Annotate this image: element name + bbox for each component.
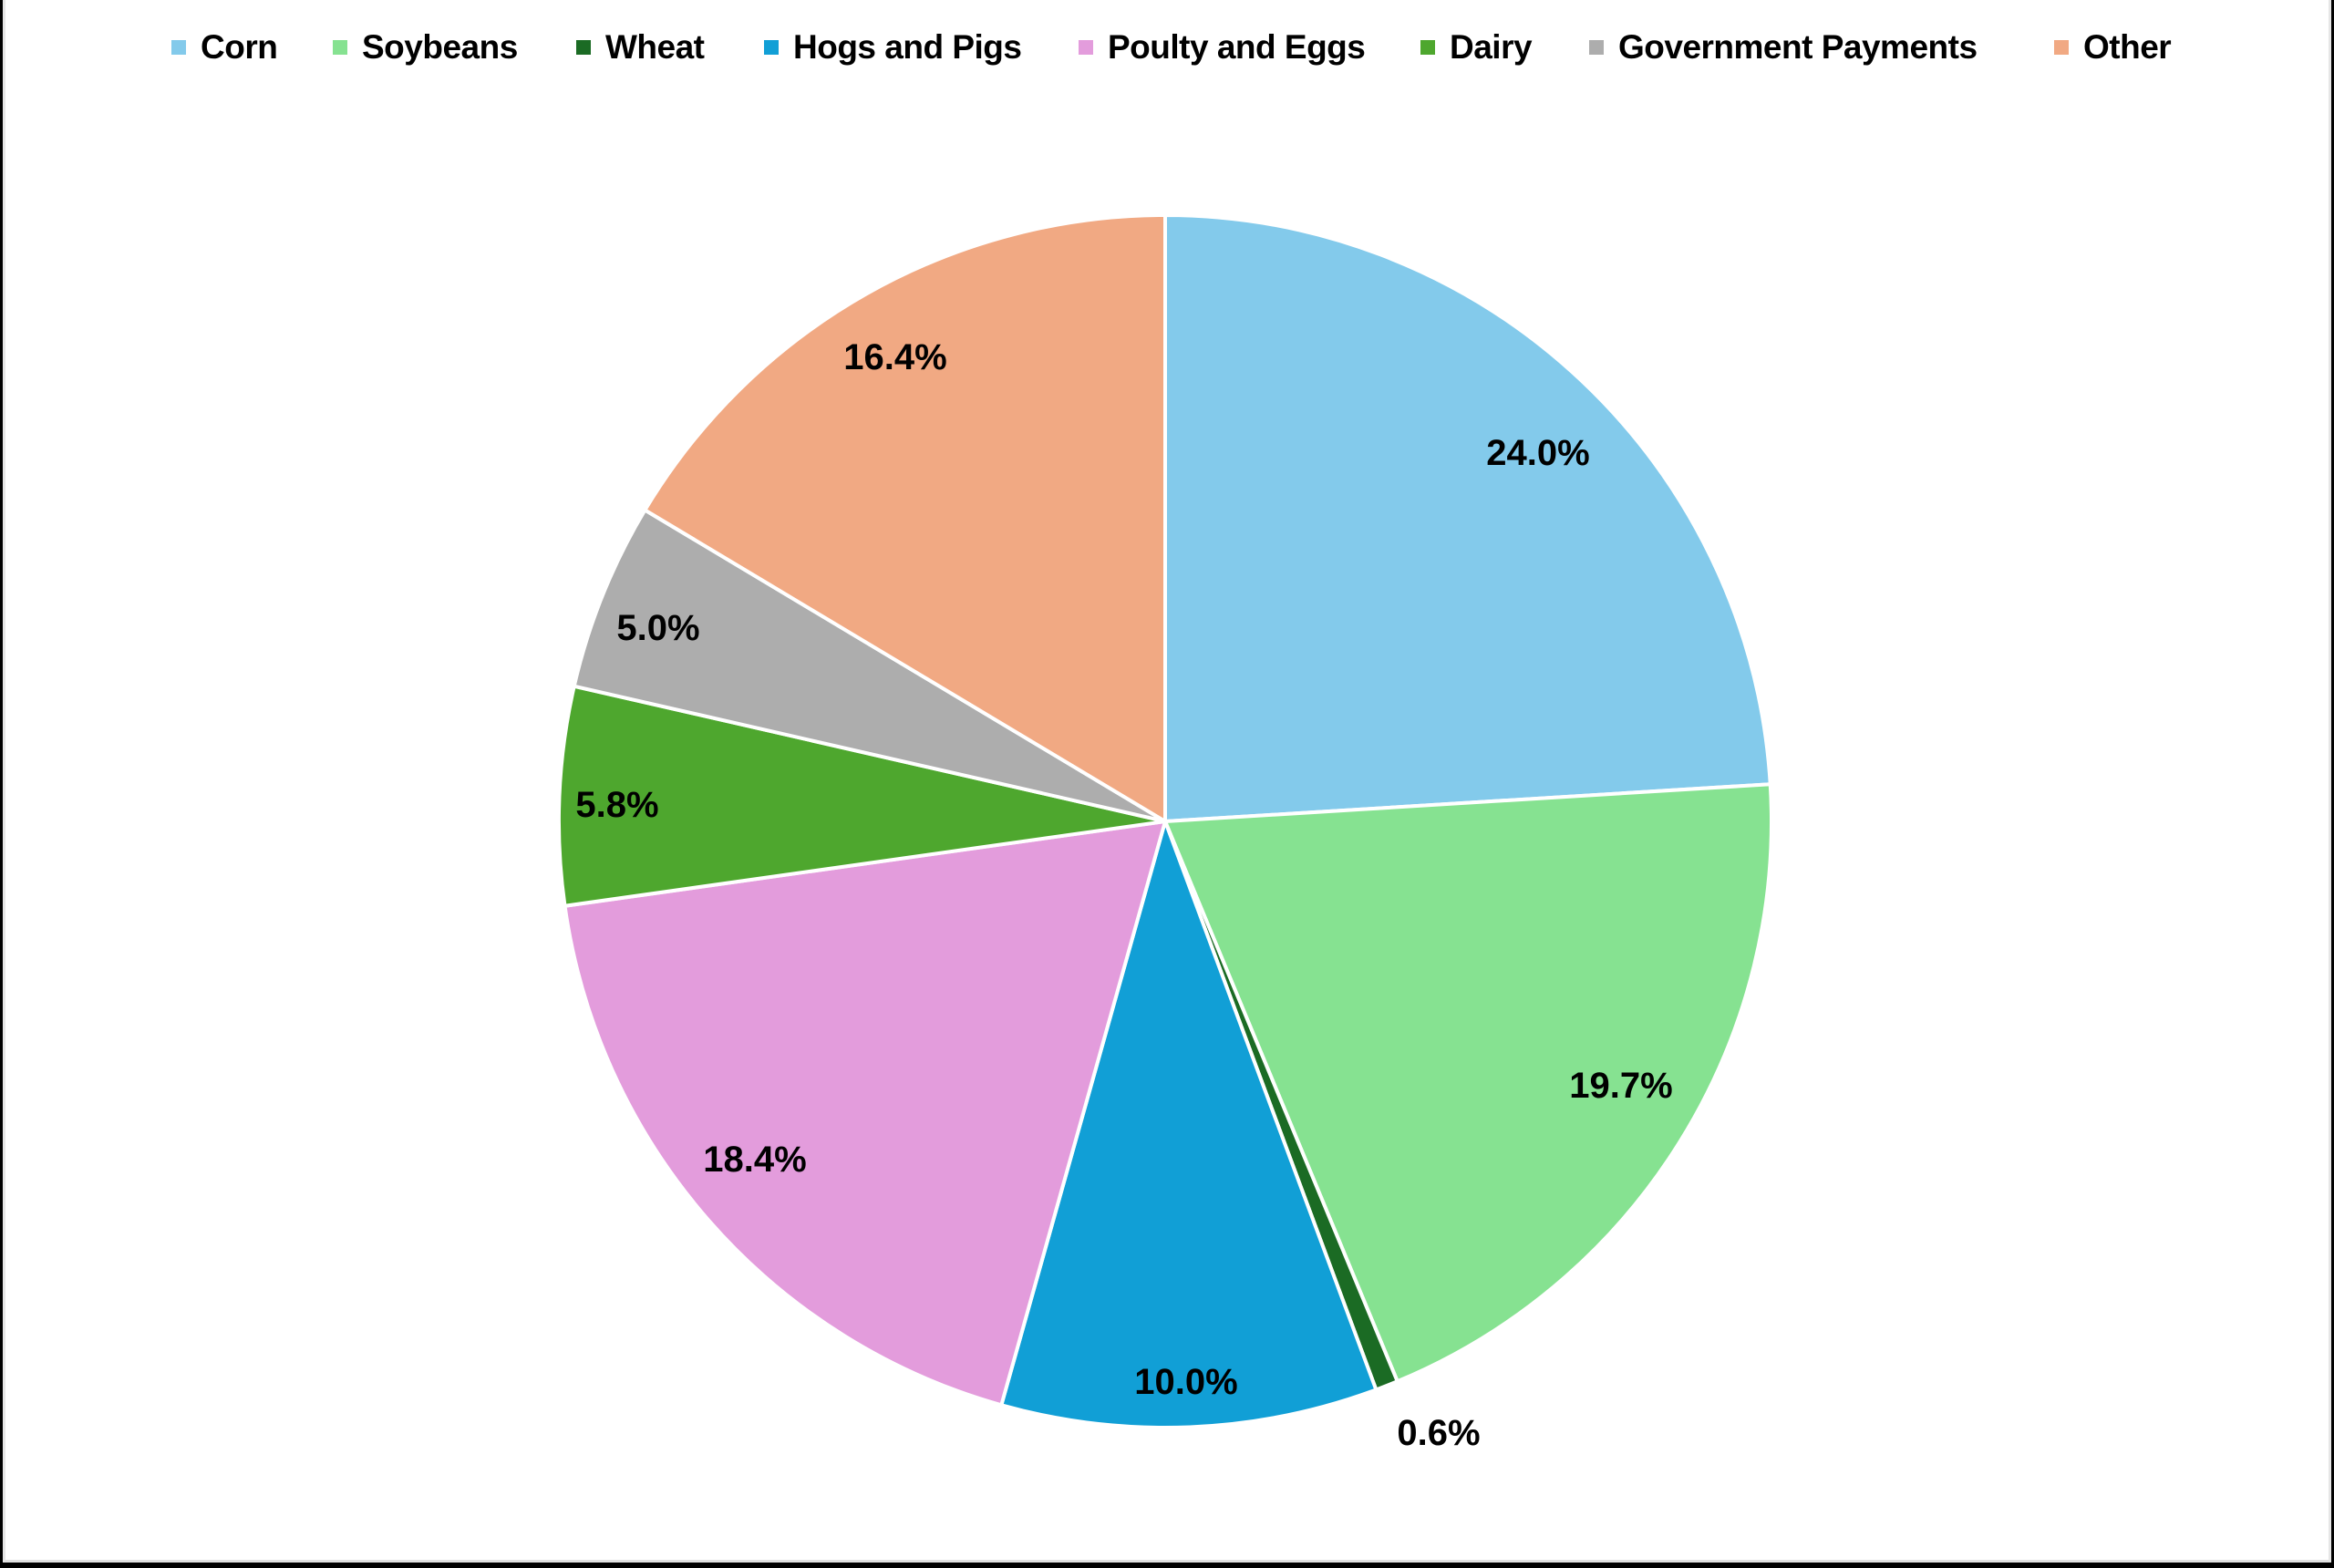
- pie-slices: [557, 213, 1773, 1429]
- legend-item-wheat[interactable]: Wheat: [576, 26, 705, 69]
- pie-slice-dairy[interactable]: [557, 684, 1167, 908]
- pie-slice-soybeans[interactable]: [1163, 782, 1773, 1384]
- legend-item-soybeans[interactable]: Soybeans: [333, 26, 518, 69]
- data-label: 10.0%: [1134, 1362, 1237, 1402]
- pie-slice-hogs-and-pigs[interactable]: [999, 820, 1379, 1429]
- legend-swatch-icon: [171, 40, 186, 55]
- legend-item-other[interactable]: Other: [2054, 26, 2172, 69]
- legend-label: Government Payments: [1618, 28, 1978, 66]
- legend-label: Soybeans: [362, 28, 518, 66]
- data-label: 5.8%: [575, 785, 658, 825]
- data-label: 19.7%: [1569, 1066, 1672, 1106]
- legend-swatch-icon: [2054, 40, 2069, 55]
- legend-item-poultry-and-eggs[interactable]: Poulty and Eggs: [1079, 26, 1366, 69]
- legend-item-dairy[interactable]: Dairy: [1420, 26, 1533, 69]
- data-label: 24.0%: [1486, 433, 1589, 473]
- legend-label: Hogs and Pigs: [793, 28, 1022, 66]
- legend-swatch-icon: [1589, 40, 1604, 55]
- data-label: 0.6%: [1397, 1413, 1480, 1453]
- pie-slice-other[interactable]: [643, 213, 1167, 823]
- legend-swatch-icon: [576, 40, 591, 55]
- pie-slice-government-payments[interactable]: [572, 508, 1167, 823]
- legend-label: Wheat: [605, 28, 705, 66]
- legend-label: Poulty and Eggs: [1108, 28, 1366, 66]
- legend-label: Dairy: [1450, 28, 1533, 66]
- data-label: 16.4%: [843, 337, 946, 377]
- legend-item-hogs-and-pigs[interactable]: Hogs and Pigs: [764, 26, 1022, 69]
- legend-item-corn[interactable]: Corn: [171, 26, 278, 69]
- pie-data-labels: 24.0% 19.7% 0.6% 10.0% 18.4% 5.8% 5.0% 16.4%: [575, 337, 1672, 1453]
- legend-swatch-icon: [333, 40, 347, 55]
- legend-swatch-icon: [764, 40, 779, 55]
- pie-slice-corn[interactable]: [1163, 213, 1772, 823]
- pie-slice-poulty-and-eggs[interactable]: [563, 820, 1167, 1408]
- legend-swatch-icon: [1420, 40, 1435, 55]
- legend-label: Other: [2083, 28, 2172, 66]
- data-label: 18.4%: [703, 1140, 806, 1180]
- data-label: 5.0%: [616, 608, 699, 648]
- legend-swatch-icon: [1079, 40, 1093, 55]
- legend-label: Corn: [201, 28, 278, 66]
- chart-legend: Corn Soybeans Wheat Hogs and Pigs Poulty…: [0, 26, 2334, 69]
- legend-item-government-payments[interactable]: Government Payments: [1589, 26, 1978, 69]
